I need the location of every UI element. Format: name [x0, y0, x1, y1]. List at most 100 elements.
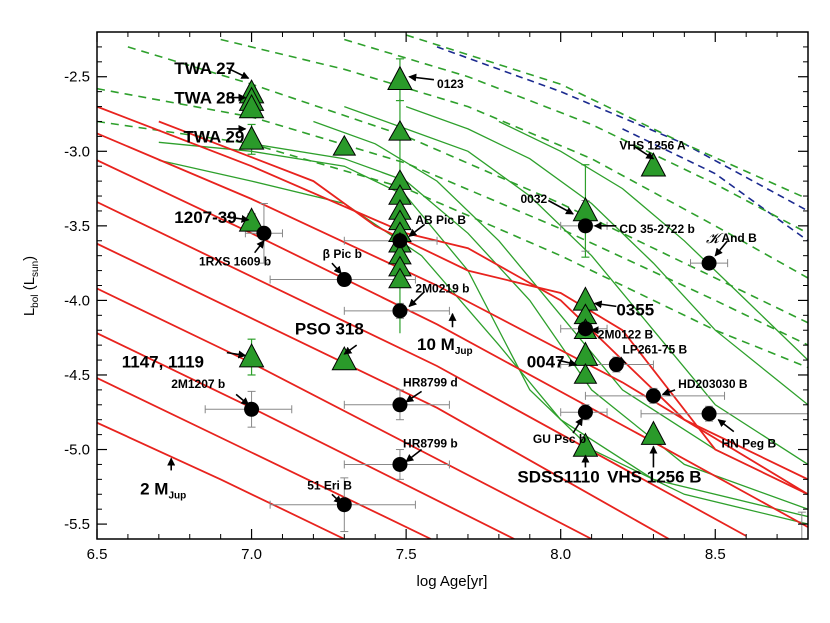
x-tick-label-1: 7.0 — [241, 546, 262, 563]
label-arrow-23 — [717, 419, 735, 433]
object-label-27: And B — [721, 231, 757, 245]
circle-marker-2 — [392, 233, 408, 249]
circle-marker-11 — [645, 388, 661, 404]
label-arrow-4 — [254, 239, 265, 254]
green-dashed-track-3 — [220, 38, 808, 279]
object-label-20: 0047 — [527, 353, 565, 372]
object-label-22: GU Psc b — [533, 432, 586, 446]
object-markers — [238, 65, 717, 513]
label-arrow-5 — [331, 262, 342, 275]
circle-marker-1 — [336, 272, 352, 288]
triangle-marker-18 — [388, 267, 412, 289]
mass-track-1 — [97, 377, 432, 539]
triangle-marker-26 — [640, 152, 667, 177]
label-arrow-19 — [617, 356, 627, 364]
object-labels: TWA 27 TWA 28 TWA 29 1207-39 1RXS 1609 b β Pi… — [122, 59, 777, 493]
label-arrow-7 — [408, 290, 426, 308]
object-label-18: 2M0122 B — [598, 328, 654, 342]
object-label-0: TWA 27 — [174, 59, 235, 78]
object-label-12: HR8799 b — [403, 437, 458, 451]
label-arrow-13 — [331, 493, 342, 504]
object-label-2: TWA 29 — [184, 127, 245, 146]
object-label-3: 1207-39 — [174, 208, 236, 227]
triangle-marker-19 — [572, 196, 599, 222]
object-label-6: AB Pic B — [415, 213, 466, 227]
triangle-marker-6 — [331, 345, 358, 371]
circle-marker-14 — [701, 255, 717, 271]
label-arrow-22 — [572, 417, 584, 434]
label-arrow-10 — [235, 393, 250, 406]
label-arrow-6 — [408, 223, 426, 237]
label-arrow-12 — [405, 448, 423, 463]
circle-marker-12 — [577, 404, 593, 420]
circle-marker-13 — [701, 406, 717, 422]
label-arrow-14 — [408, 73, 435, 82]
green-dashed-track-4 — [344, 38, 808, 235]
y-tick-label-1: -3.0 — [64, 143, 90, 160]
blue-dashed-track-0 — [436, 46, 808, 212]
circle-marker-7 — [336, 497, 352, 513]
green-solid-track-2 — [251, 143, 808, 510]
object-label-11: HR8799 d — [403, 375, 458, 389]
y-tick-label-6: -5.5 — [64, 516, 90, 533]
green-solid-track-1 — [158, 159, 808, 518]
circle-marker-6 — [392, 456, 408, 472]
mass-track-9 — [158, 120, 808, 496]
circle-marker-4 — [244, 401, 260, 417]
x-tick-label-4: 8.5 — [705, 546, 726, 563]
label-arrow-9 — [226, 350, 247, 359]
label-arrow-0 — [226, 67, 250, 79]
x-axis-title: log Age[yr] — [417, 573, 488, 590]
mass-track-6 — [97, 159, 808, 528]
green-solid-track-6 — [498, 120, 808, 361]
triangle-marker-9 — [388, 119, 412, 141]
mass-track-label-10mjup: 10 MJup — [417, 335, 473, 357]
green-solid-track-3 — [313, 120, 808, 495]
object-label-13: 51 Eri B — [307, 478, 352, 492]
label-arrow-20 — [557, 359, 578, 367]
mass-track-8 — [97, 105, 808, 481]
triangle-marker-8 — [387, 65, 413, 90]
circle-marker-8 — [577, 218, 593, 234]
object-label-17: 0355 — [616, 300, 654, 319]
object-label-8: PSO 318 — [295, 320, 364, 339]
axes: 6.5 7.0 7.5 8.0 8.5 -2.5 -3.0 -3.5 -4.0 -4.5 -5.0 -… — [64, 31, 809, 563]
label-arrow-11 — [405, 390, 423, 403]
object-label-1: TWA 28 — [174, 89, 235, 108]
triangle-marker-2 — [238, 93, 265, 119]
object-label-16: CD 35-2722 b — [619, 222, 694, 236]
x-tick-label-2: 7.5 — [396, 546, 417, 563]
label-arrow-15 — [547, 199, 574, 215]
circle-marker-0 — [256, 225, 272, 241]
mass-track-label-2mjup: 2 MJup — [140, 479, 186, 501]
y-tick-label-4: -4.5 — [64, 367, 90, 384]
object-label-7: 2M0219 b — [415, 281, 469, 295]
y-tick-label-5: -5.0 — [64, 442, 90, 459]
triangle-marker-23 — [572, 341, 599, 366]
object-label-19: LP261-75 B — [623, 343, 688, 357]
object-label-25: VHS 1256 B — [607, 467, 702, 486]
object-label-23: HN Peg B — [721, 437, 776, 451]
object-label-24: SDSS1110 — [517, 467, 599, 486]
circle-marker-3 — [392, 303, 408, 319]
object-label-14: 0123 — [437, 77, 464, 91]
y-tick-label-3: -4.0 — [64, 292, 90, 309]
y-axis-title: Lbol (Lsun) — [21, 256, 41, 316]
x-tick-label-0: 6.5 — [87, 546, 108, 563]
label-arrow-26 — [634, 146, 655, 160]
mass-track-0 — [97, 421, 345, 539]
label-arrow-21 — [661, 388, 676, 396]
object-label-21: HD203030 B — [678, 377, 748, 391]
object-label-10: 2M1207 b — [171, 377, 225, 391]
label-arrows — [167, 67, 735, 504]
green-solid-track-5 — [405, 105, 808, 406]
label-arrow-3 — [226, 214, 250, 223]
triangle-marker-24 — [573, 362, 598, 384]
y-tick-label-0: -2.5 — [64, 69, 90, 86]
green-dashed-track-1 — [97, 87, 808, 346]
triangle-marker-7 — [332, 134, 357, 156]
object-label-26: VHS 1256 A — [619, 138, 686, 152]
object-label-9: 1147, 1119 — [122, 353, 204, 372]
y-tick-label-2: -3.5 — [64, 218, 90, 235]
